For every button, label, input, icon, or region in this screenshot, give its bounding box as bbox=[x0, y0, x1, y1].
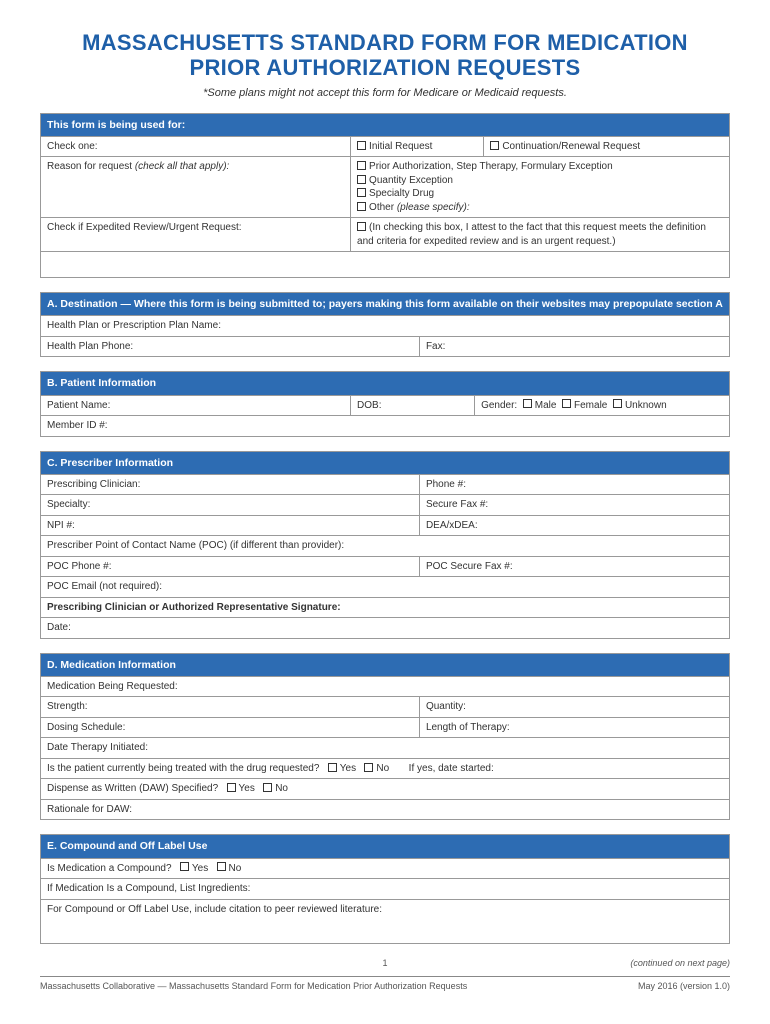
form-title: MASSACHUSETTS STANDARD FORM FOR MEDICATI… bbox=[40, 30, 730, 81]
member-id-field[interactable]: Member ID #: bbox=[41, 416, 730, 437]
opt-specialty-checkbox[interactable] bbox=[357, 188, 366, 197]
length-therapy-field[interactable]: Length of Therapy: bbox=[419, 717, 729, 738]
treated-yes-checkbox[interactable] bbox=[328, 763, 337, 772]
reason-label: Reason for request (check all that apply… bbox=[41, 157, 351, 218]
section-a: A. Destination — Where this form is bein… bbox=[40, 292, 730, 357]
expedited-text: (In checking this box, I attest to the f… bbox=[351, 218, 730, 252]
rationale-field[interactable]: Rationale for DAW: bbox=[41, 799, 730, 820]
section-usage: This form is being used for: Check one: … bbox=[40, 113, 730, 279]
usage-header: This form is being used for: bbox=[41, 113, 730, 136]
section-b-header: B. Patient Information bbox=[41, 372, 730, 395]
section-d: D. Medication Information Medication Bei… bbox=[40, 653, 730, 821]
patient-dob-field[interactable]: DOB: bbox=[351, 395, 475, 416]
footer-right: May 2016 (version 1.0) bbox=[638, 981, 730, 991]
page-number: 1 bbox=[382, 958, 387, 968]
section-c: C. Prescriber Information Prescribing Cl… bbox=[40, 451, 730, 639]
strength-field[interactable]: Strength: bbox=[41, 697, 420, 718]
poc-phone-field[interactable]: POC Phone #: bbox=[41, 556, 420, 577]
patient-gender-field: Gender: Male Female Unknown bbox=[475, 395, 730, 416]
plan-fax-field[interactable]: Fax: bbox=[419, 336, 729, 357]
treated-no-checkbox[interactable] bbox=[364, 763, 373, 772]
compound-field: Is Medication a Compound? Yes No bbox=[41, 858, 730, 879]
continued-text: (continued on next page) bbox=[630, 958, 730, 968]
continuation-cell: Continuation/Renewal Request bbox=[484, 136, 730, 157]
compound-yes-checkbox[interactable] bbox=[180, 862, 189, 871]
opt-prior-auth-checkbox[interactable] bbox=[357, 161, 366, 170]
daw-yes-checkbox[interactable] bbox=[227, 783, 236, 792]
check-one-label: Check one: bbox=[41, 136, 351, 157]
form-subtitle: *Some plans might not accept this form f… bbox=[40, 87, 730, 99]
initial-checkbox[interactable] bbox=[357, 141, 366, 150]
date-initiated-field[interactable]: Date Therapy Initiated: bbox=[41, 738, 730, 759]
footer-left: Massachusetts Collaborative — Massachuse… bbox=[40, 981, 467, 991]
usage-spacer bbox=[41, 252, 730, 278]
section-e: E. Compound and Off Label Use Is Medicat… bbox=[40, 834, 730, 943]
clinician-field[interactable]: Prescribing Clinician: bbox=[41, 474, 420, 495]
currently-treated-field: Is the patient currently being treated w… bbox=[41, 758, 730, 779]
signature-field[interactable]: Prescribing Clinician or Authorized Repr… bbox=[41, 597, 730, 618]
poc-email-field[interactable]: POC Email (not required): bbox=[41, 577, 730, 598]
gender-unknown-checkbox[interactable] bbox=[613, 399, 622, 408]
poc-name-field[interactable]: Prescriber Point of Contact Name (POC) (… bbox=[41, 536, 730, 557]
poc-fax-field[interactable]: POC Secure Fax #: bbox=[419, 556, 729, 577]
initial-request-cell: Initial Request bbox=[351, 136, 484, 157]
footer: Massachusetts Collaborative — Massachuse… bbox=[40, 976, 730, 991]
section-e-header: E. Compound and Off Label Use bbox=[41, 835, 730, 858]
quantity-field[interactable]: Quantity: bbox=[419, 697, 729, 718]
signature-date-field[interactable]: Date: bbox=[41, 618, 730, 639]
ingredients-field[interactable]: If Medication Is a Compound, List Ingred… bbox=[41, 879, 730, 900]
dosing-field[interactable]: Dosing Schedule: bbox=[41, 717, 420, 738]
dea-field[interactable]: DEA/xDEA: bbox=[419, 515, 729, 536]
expedited-label: Check if Expedited Review/Urgent Request… bbox=[41, 218, 351, 252]
section-a-header: A. Destination — Where this form is bein… bbox=[41, 293, 730, 316]
gender-female-checkbox[interactable] bbox=[562, 399, 571, 408]
clinician-phone-field[interactable]: Phone #: bbox=[419, 474, 729, 495]
patient-name-field[interactable]: Patient Name: bbox=[41, 395, 351, 416]
continuation-checkbox[interactable] bbox=[490, 141, 499, 150]
page-number-row: 1 (continued on next page) bbox=[40, 958, 730, 968]
secure-fax-field[interactable]: Secure Fax #: bbox=[419, 495, 729, 516]
gender-male-checkbox[interactable] bbox=[523, 399, 532, 408]
section-d-header: D. Medication Information bbox=[41, 653, 730, 676]
daw-field: Dispense as Written (DAW) Specified? Yes… bbox=[41, 779, 730, 800]
section-c-header: C. Prescriber Information bbox=[41, 451, 730, 474]
compound-no-checkbox[interactable] bbox=[217, 862, 226, 871]
specialty-field[interactable]: Specialty: bbox=[41, 495, 420, 516]
reason-options: Prior Authorization, Step Therapy, Formu… bbox=[351, 157, 730, 218]
citation-field[interactable]: For Compound or Off Label Use, include c… bbox=[41, 899, 730, 943]
plan-name-field[interactable]: Health Plan or Prescription Plan Name: bbox=[41, 316, 730, 337]
plan-phone-field[interactable]: Health Plan Phone: bbox=[41, 336, 420, 357]
npi-field[interactable]: NPI #: bbox=[41, 515, 420, 536]
expedited-checkbox[interactable] bbox=[357, 222, 366, 231]
opt-other-checkbox[interactable] bbox=[357, 202, 366, 211]
opt-quantity-checkbox[interactable] bbox=[357, 175, 366, 184]
section-b: B. Patient Information Patient Name: DOB… bbox=[40, 371, 730, 436]
medication-field[interactable]: Medication Being Requested: bbox=[41, 676, 730, 697]
daw-no-checkbox[interactable] bbox=[263, 783, 272, 792]
